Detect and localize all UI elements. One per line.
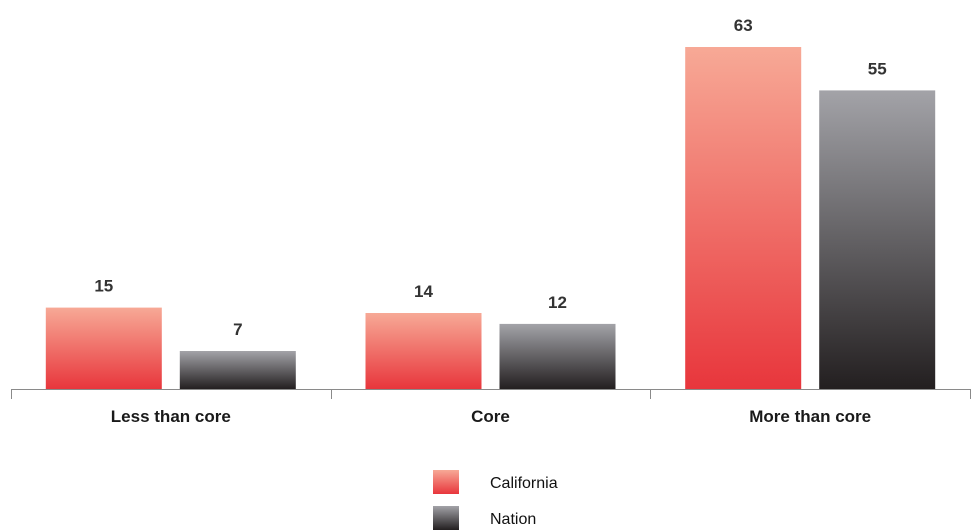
data-labels-layer: 15 7 14 12 63 55 [94, 16, 886, 339]
bar-nation-core [499, 323, 616, 389]
x-axis-category-labels: Less than core Core More than core [111, 407, 871, 426]
category-label-core: Core [471, 407, 510, 426]
data-label-california-more-than-core: 63 [734, 16, 753, 35]
legend-swatch-california [433, 470, 459, 494]
bar-nation-more-than-core [819, 90, 936, 390]
legend-item-nation: Nation [433, 506, 536, 530]
bar-california-core [365, 313, 482, 389]
legend-label-california: California [490, 475, 558, 492]
legend-item-california: California [433, 470, 558, 494]
bar-california-less-than-core [45, 307, 162, 389]
bar-nation-less-than-core [179, 351, 296, 389]
bar-california-more-than-core [685, 47, 802, 389]
data-label-nation-less-than-core: 7 [233, 320, 242, 339]
legend: California Nation [433, 470, 558, 530]
data-label-nation-more-than-core: 55 [868, 59, 887, 78]
bars-layer [45, 47, 936, 390]
legend-swatch-nation [433, 506, 459, 530]
category-label-more-than-core: More than core [749, 407, 871, 426]
data-label-nation-core: 12 [548, 293, 567, 312]
category-label-less-than-core: Less than core [111, 407, 231, 426]
data-label-california-core: 14 [414, 282, 433, 301]
legend-label-nation: Nation [490, 511, 536, 528]
x-axis-ticks [11, 389, 971, 399]
data-label-california-less-than-core: 15 [94, 277, 113, 296]
